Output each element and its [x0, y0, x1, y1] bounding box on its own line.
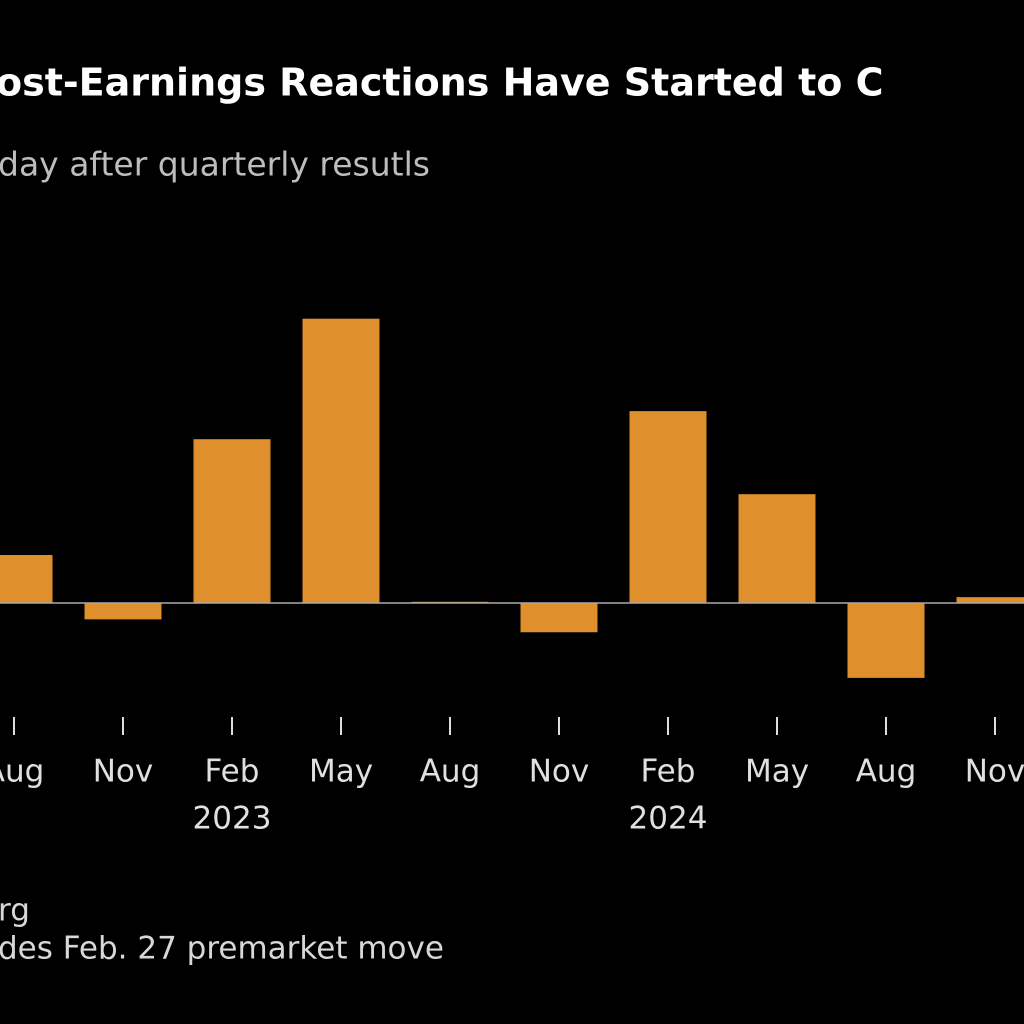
x-tick-label: Aug: [420, 754, 481, 790]
x-tick-label: Feb: [641, 754, 696, 790]
bar: [847, 603, 925, 678]
bar: [956, 597, 1024, 603]
footnote: des Feb. 27 premarket move: [0, 931, 444, 967]
bar: [738, 494, 816, 603]
bar: [302, 318, 380, 603]
x-tick-label: Nov: [93, 754, 154, 790]
x-tick-label: May: [309, 754, 373, 790]
bar: [520, 603, 598, 633]
x-tick-label: May: [745, 754, 809, 790]
x-tick-label: Nov: [529, 754, 590, 790]
x-year-label: 2023: [193, 801, 272, 837]
chart-title: ost-Earnings Reactions Have Started to C: [0, 61, 883, 105]
source-note: rg: [0, 893, 30, 929]
bar: [0, 555, 53, 603]
bar: [84, 603, 162, 620]
chart-subtitle: day after quarterly resutls: [0, 145, 430, 184]
bar: [193, 439, 271, 603]
x-tick-label: Nov: [965, 754, 1024, 790]
x-year-label: 2024: [629, 801, 708, 837]
bar: [629, 411, 707, 603]
x-tick-label: Aug: [0, 754, 44, 790]
x-tick-label: Aug: [856, 754, 917, 790]
x-tick-label: Feb: [205, 754, 260, 790]
